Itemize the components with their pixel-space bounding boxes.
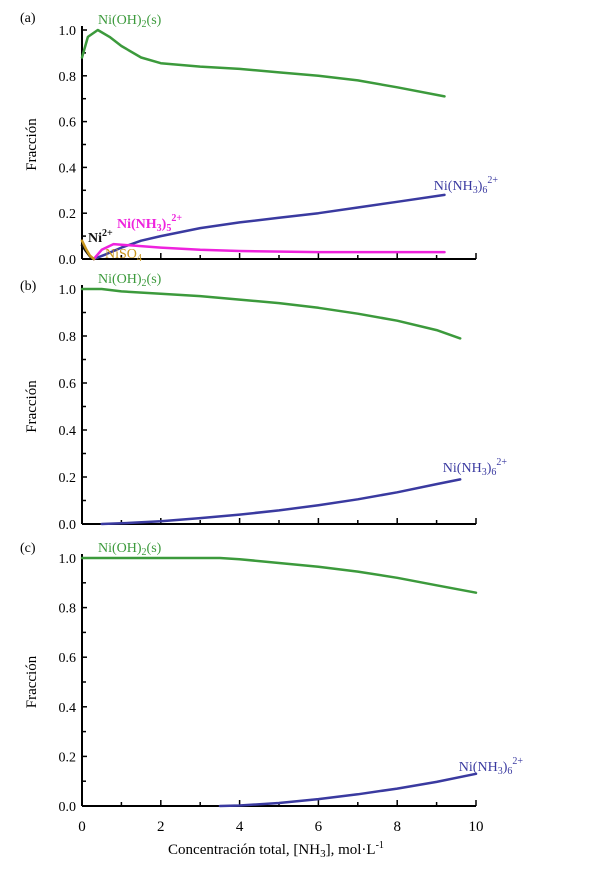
x-tick-label: 10: [469, 819, 484, 835]
series-label-main: Ni(NH: [443, 461, 482, 476]
panel-c: (c) 0.0 0.2 0.4 0.6 0.8 1.0 0 2 4 6 8 10 Concentració…: [20, 541, 523, 860]
y-tick-label: 0.0: [59, 253, 77, 268]
series-line-0: [80, 28, 446, 98]
y-axis-label: Fracción: [24, 118, 40, 171]
y-tick-label: 0.0: [59, 800, 77, 815]
y-tick-label: 0.8: [59, 70, 77, 85]
series-label-tail: (s): [147, 272, 162, 287]
series-label-sub: 2: [142, 278, 147, 289]
series-label-sub2: 5: [166, 223, 171, 234]
series-label-tail: ): [503, 760, 508, 775]
y-tick-label: 0.8: [59, 330, 77, 345]
series-line-0: [80, 287, 462, 340]
series-label-sub2: 6: [491, 467, 496, 478]
series-label-main: Ni(NH: [459, 760, 498, 775]
y-tick-label: 0.8: [59, 602, 77, 617]
series-label: Ni(NH3)62+: [443, 457, 508, 478]
series-label-sup: 2+: [496, 457, 507, 468]
y-tick-label: 1.0: [59, 24, 77, 39]
y-tick-label: 1.0: [59, 283, 77, 298]
x-axis-label: Concentración total, [NH3], mol·L-1: [168, 840, 384, 860]
series-label-sup: 2+: [171, 213, 182, 224]
y-tick-label: 0.2: [59, 207, 77, 222]
series-label: Ni2+: [88, 228, 113, 246]
series-label-main: Ni(OH): [98, 272, 142, 287]
panel-label: (a): [20, 11, 36, 26]
x-label-tail: ], mol·L: [326, 842, 376, 858]
series-label-tail: ): [478, 179, 483, 194]
y-tick-label: 0.2: [59, 750, 77, 765]
series-label: Ni(OH)2(s): [98, 13, 162, 30]
series-label-sub: 3: [498, 766, 503, 777]
series-line-1: [100, 478, 462, 526]
series-label: Ni(NH3)62+: [459, 756, 524, 777]
series-label: Ni(OH)2(s): [98, 541, 162, 558]
series-label-main: Ni(NH: [117, 217, 157, 232]
series-label-main: Ni(OH): [98, 13, 142, 28]
series-label: Ni(NH3)52+: [117, 213, 182, 234]
series-label-sub: 3: [482, 467, 487, 478]
panel-b: (b)0.00.20.40.60.81.0FracciónNi(OH)2(s)N…: [20, 272, 507, 533]
series-line-1: [218, 772, 478, 808]
series-label-main: Ni: [88, 231, 102, 246]
panel-label: (c): [20, 541, 36, 556]
series-label-tail: ): [487, 461, 492, 476]
series-label-sub2: 6: [482, 185, 487, 196]
series-label: Ni(NH3)62+: [434, 175, 499, 196]
series-label-tail: (s): [147, 13, 162, 28]
y-tick-label: 0.6: [59, 377, 77, 392]
y-tick-label: 0.4: [59, 161, 77, 176]
series-line-0: [80, 556, 478, 594]
series-line-2: [92, 242, 446, 261]
series-label-sub: 2: [142, 547, 147, 558]
series-label-sup: 2+: [487, 175, 498, 186]
series-label-main: Ni(NH: [434, 179, 473, 194]
y-tick-label: 0.6: [59, 116, 77, 131]
series-label-sup: 2+: [512, 756, 523, 767]
series-line-1: [92, 193, 446, 261]
series-label-tail: ): [162, 217, 167, 232]
y-tick-label: 0.4: [59, 701, 77, 716]
x-label-main: Concentración total, [NH: [168, 842, 320, 858]
x-tick-label: 0: [78, 819, 86, 835]
panel-a: (a)0.00.20.40.60.81.0FracciónNi(OH)2(s)N…: [20, 11, 498, 268]
x-tick-label: 2: [157, 819, 165, 835]
x-tick-label: 6: [315, 819, 323, 835]
series-label-sub2: 6: [507, 766, 512, 777]
series-label-main: NiSO: [105, 247, 137, 262]
y-tick-label: 0.2: [59, 471, 77, 486]
series-label-sub: 3: [157, 223, 162, 234]
series-label-tail: (s): [147, 541, 162, 556]
y-axis-label: Fracción: [24, 655, 40, 708]
y-tick-label: 0.0: [59, 518, 77, 533]
y-axis-label: Fracción: [24, 380, 40, 433]
y-tick-label: 0.4: [59, 424, 77, 439]
series-label-sub: 3: [473, 185, 478, 196]
y-tick-label: 1.0: [59, 552, 77, 567]
x-label-sub: 3: [320, 848, 326, 860]
x-tick-label: 4: [236, 819, 244, 835]
series-label-sub: 2: [142, 19, 147, 30]
series-label-main: Ni(OH): [98, 541, 142, 556]
y-tick-label: 0.6: [59, 651, 77, 666]
panel-label: (b): [20, 279, 37, 294]
series-label-sup: 2+: [102, 228, 113, 239]
series-label-sub: 4: [137, 253, 142, 264]
x-label-sup: -1: [376, 840, 384, 851]
series-label: Ni(OH)2(s): [98, 272, 162, 289]
series-line-4: [80, 239, 96, 261]
x-tick-label: 8: [393, 819, 401, 835]
series-label: NiSO4: [105, 247, 142, 264]
